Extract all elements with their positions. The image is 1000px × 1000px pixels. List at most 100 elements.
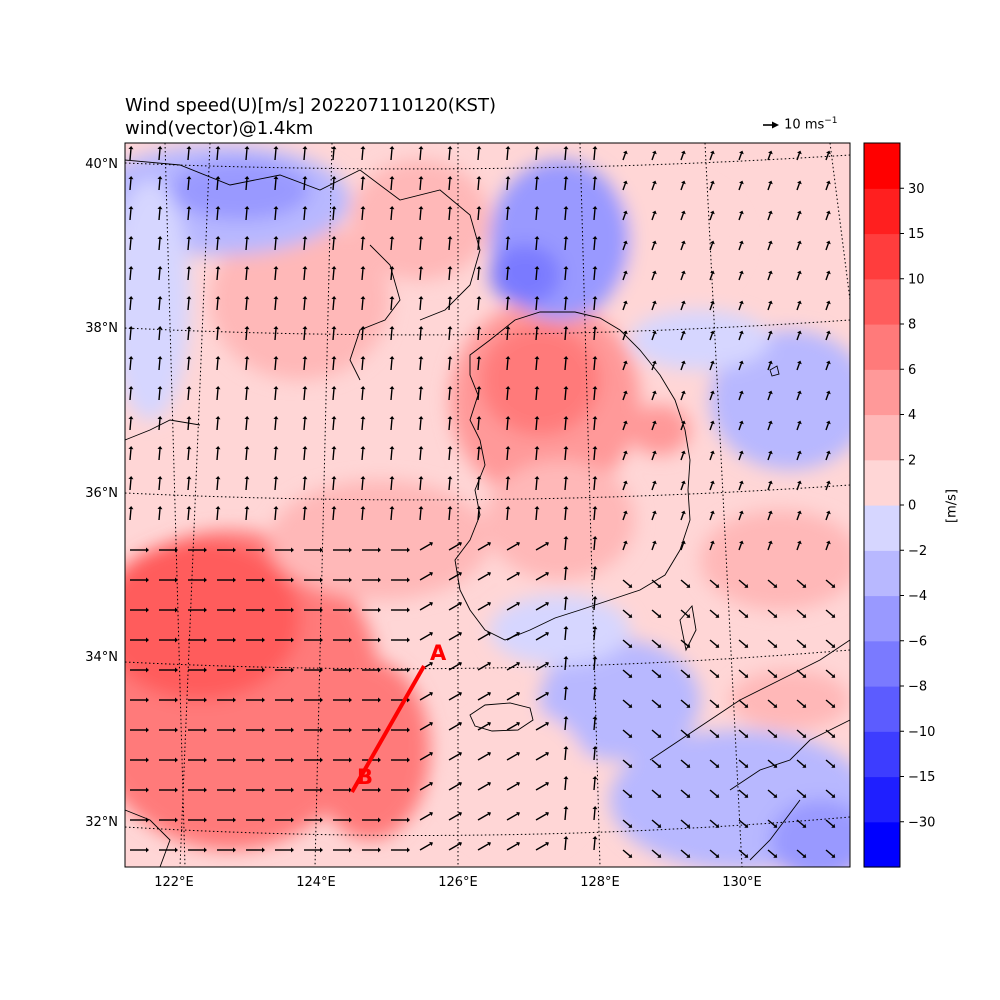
wind-vector-head (744, 613, 749, 618)
wind-vector-head (715, 793, 720, 798)
wind-vector (564, 478, 567, 491)
wind-vector (651, 483, 656, 491)
wind-vector (129, 328, 132, 341)
wind-vector-head (378, 817, 381, 823)
wind-vector (216, 148, 219, 161)
wind-vector-head (360, 206, 366, 210)
wind-vector-head (628, 613, 633, 618)
lat-label-36: 36°N (85, 486, 118, 501)
wind-vector (709, 363, 714, 371)
wind-vector (274, 448, 277, 461)
wind-vector-head (157, 476, 163, 480)
wind-vector-head (291, 727, 294, 733)
colorbar-unit-label: [m/s] (944, 489, 960, 523)
wind-vector-head (476, 476, 482, 480)
wind-vector-head (262, 847, 265, 853)
wind-vector-head (291, 697, 294, 703)
wind-vector-head (744, 823, 749, 828)
wind-vector (709, 393, 714, 401)
wind-vector-head (476, 296, 482, 300)
wind-vector-head (686, 643, 691, 648)
wind-vector-head (802, 673, 807, 678)
wind-vector-head (157, 356, 163, 360)
wind-vector-head (407, 607, 410, 613)
wind-vector (187, 298, 190, 311)
wind-vector-head (534, 236, 540, 240)
wind-vector-head (407, 847, 410, 853)
wind-vector (419, 298, 422, 311)
wind-vector-head (487, 811, 491, 817)
wind-vector-head (831, 703, 836, 708)
wind-vector (825, 183, 830, 191)
wind-vector-head (146, 847, 149, 853)
wind-vector (825, 729, 834, 737)
wind-vector (419, 208, 422, 221)
wind-vector (796, 243, 801, 251)
wind-vector-head (244, 266, 250, 270)
wind-vector-head (768, 300, 773, 305)
wind-vector-head (592, 596, 598, 600)
wind-vector-head (516, 631, 520, 637)
wind-vector-head (302, 476, 308, 480)
wind-vector (738, 639, 747, 647)
shade-blob (125, 180, 190, 420)
wind-vector (709, 669, 718, 677)
wind-vector-head (563, 746, 569, 750)
wind-vector (593, 718, 596, 731)
wind-vector-head (244, 446, 250, 450)
wind-vector-head (623, 210, 628, 215)
wind-vector (477, 358, 480, 371)
wind-vector-head (273, 146, 279, 150)
wind-vector-head (418, 416, 424, 420)
colorbar-tick-label: 10 (908, 272, 925, 287)
wind-vector-head (128, 296, 134, 300)
colorbar-tick-label: 2 (908, 453, 916, 468)
wind-vector (332, 238, 335, 251)
wind-vector (158, 268, 161, 281)
wind-vector-head (458, 781, 462, 787)
wind-vector (680, 789, 689, 797)
wind-vector (361, 358, 364, 371)
wind-vector-head (739, 240, 744, 245)
wind-vector-head (797, 510, 802, 515)
wind-vector-head (360, 296, 366, 300)
wind-vector-head (360, 416, 366, 420)
wind-vector-head (686, 613, 691, 618)
wind-vector (767, 759, 776, 767)
wind-vector-head (652, 390, 657, 395)
wind-vector-head (418, 176, 424, 180)
wind-vector-head (592, 326, 598, 330)
wind-vector-head (186, 266, 192, 270)
colorbar-tick-label: −4 (908, 589, 927, 604)
wind-vector-head (146, 577, 149, 583)
wind-vector-head (802, 613, 807, 618)
wind-vector (680, 183, 685, 191)
wind-vector (274, 208, 277, 221)
wind-vectors (128, 146, 836, 858)
wind-vector-head (429, 811, 433, 817)
coastline-path (679, 604, 697, 652)
wind-vector (564, 688, 567, 701)
wind-vector (448, 178, 451, 191)
wind-vector (680, 699, 689, 707)
wind-vector (535, 633, 547, 641)
wind-vector (477, 268, 480, 281)
wind-vector (593, 748, 596, 761)
wind-vector-head (710, 240, 715, 245)
wind-vector (332, 478, 335, 491)
shade-blob (210, 220, 390, 380)
wind-vector (419, 478, 422, 491)
wind-vector (216, 358, 219, 371)
wind-vector (332, 508, 335, 521)
quiver-key-label: 10 ms (784, 117, 825, 133)
wind-vector-head (262, 727, 265, 733)
wind-vector (477, 723, 489, 731)
wind-vector-head (563, 296, 569, 300)
wind-vector (593, 478, 596, 491)
coastline-path (125, 159, 481, 321)
wind-vector-head (826, 510, 831, 515)
wind-vector (216, 448, 219, 461)
wind-vector (796, 213, 801, 221)
wind-vector-head (744, 763, 749, 768)
wind-vector-head (204, 697, 207, 703)
